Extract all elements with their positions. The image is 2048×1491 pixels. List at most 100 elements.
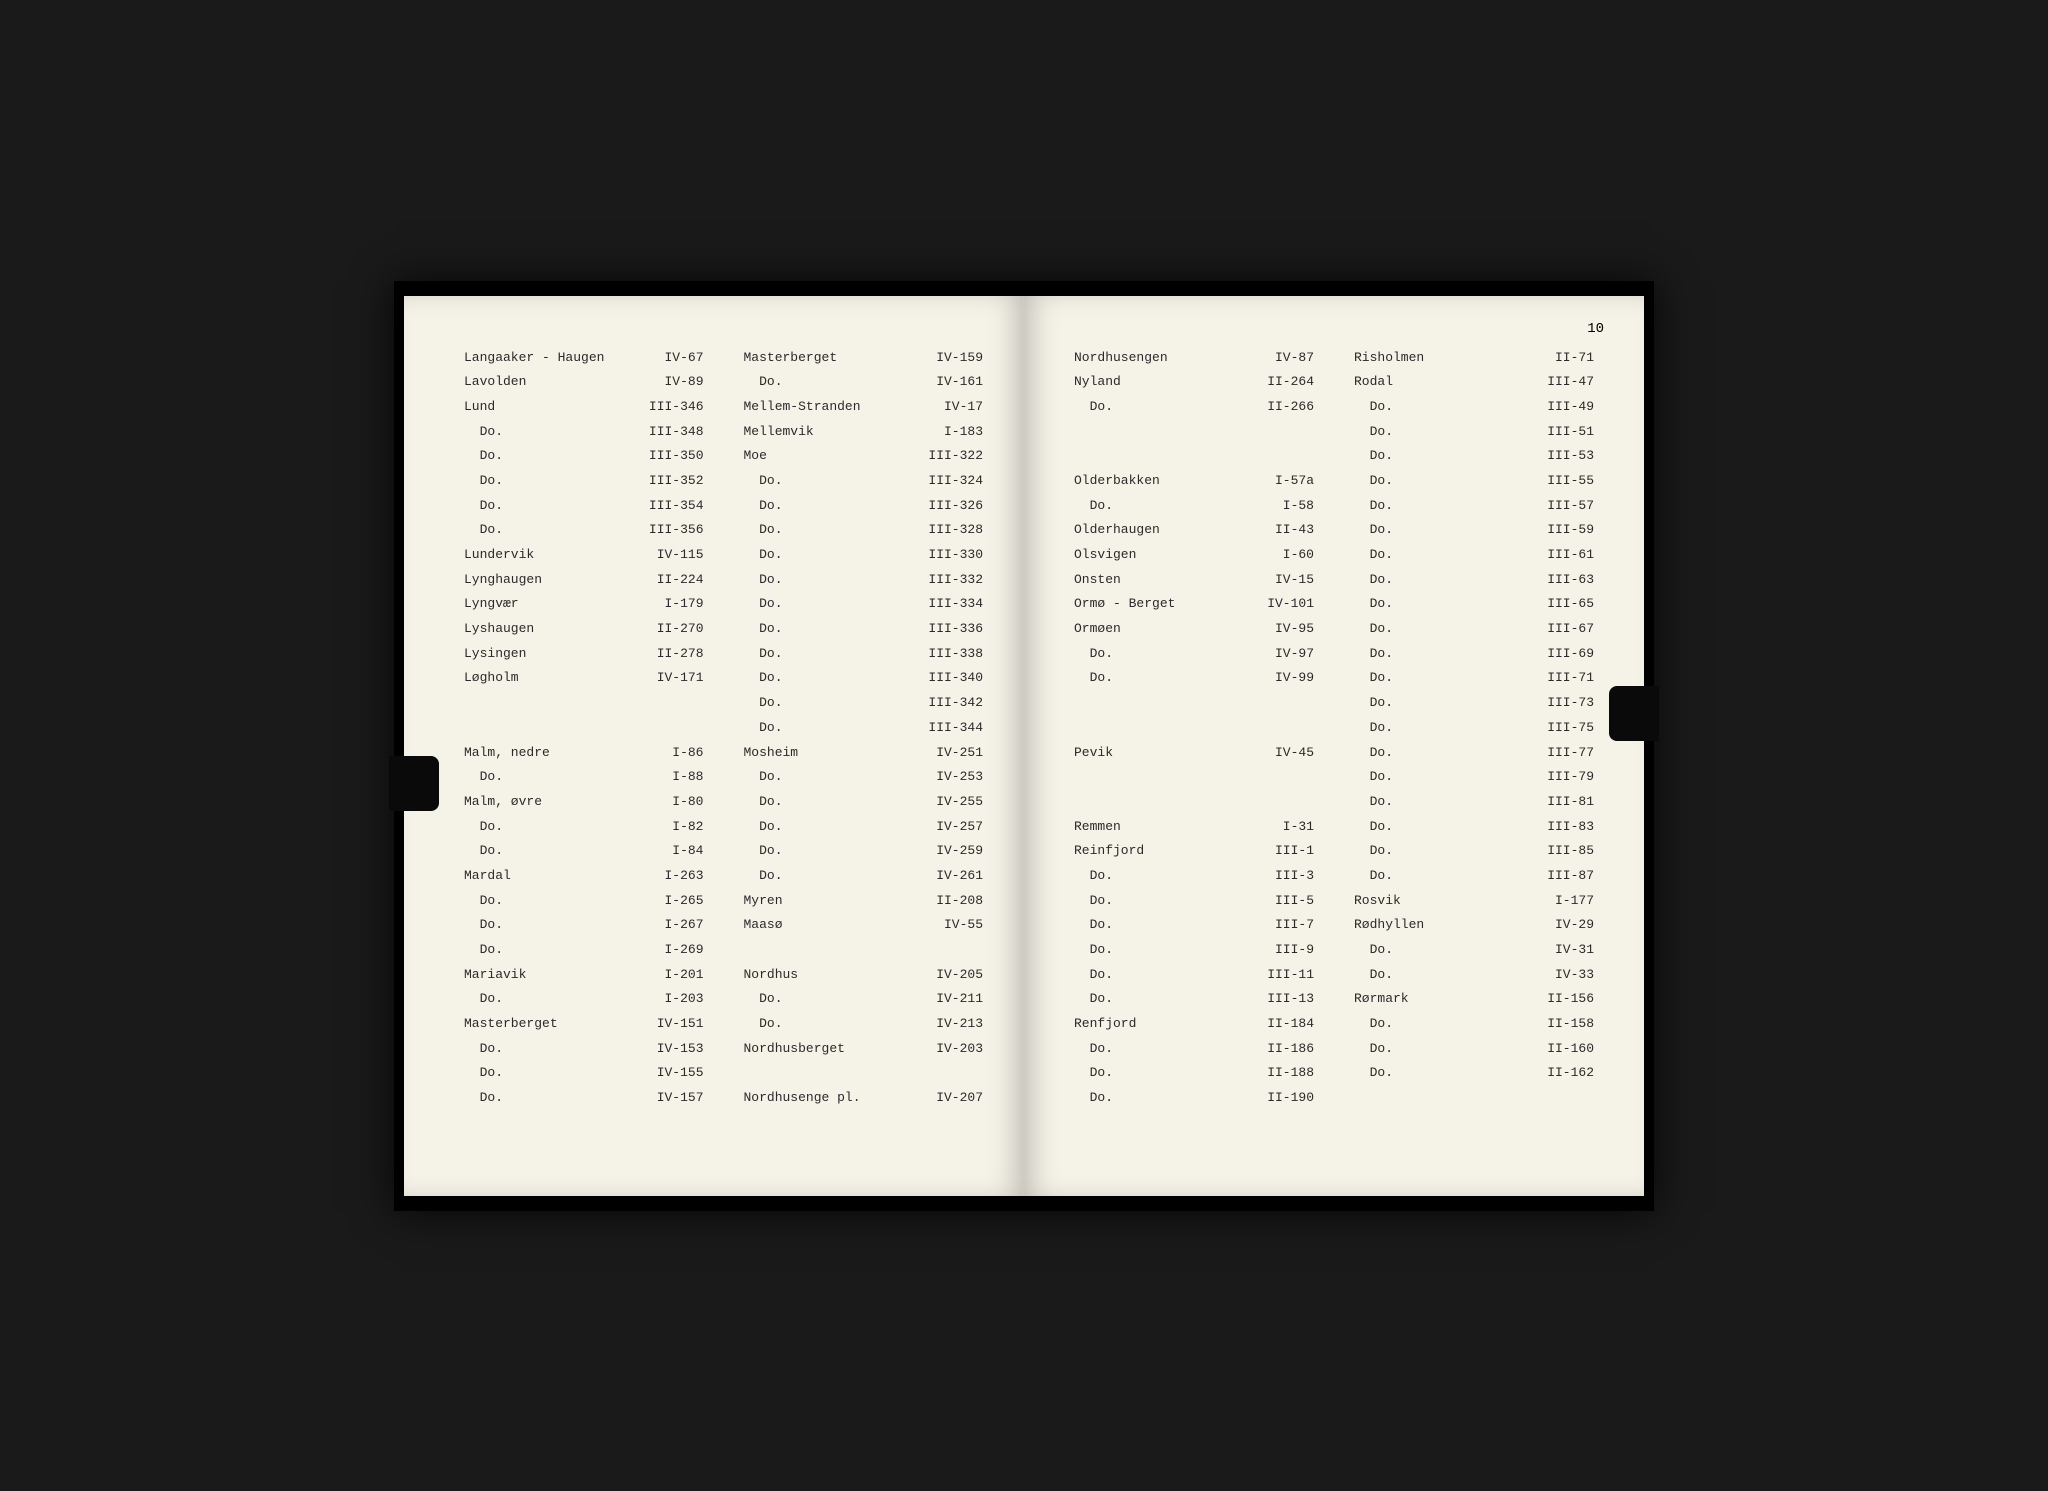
index-entry: Do.III-356 bbox=[464, 518, 704, 543]
entry-ref: IV-257 bbox=[913, 815, 983, 840]
index-entry: Do.III-53 bbox=[1354, 444, 1594, 469]
entry-ref: II-264 bbox=[1244, 370, 1314, 395]
entry-ref: III-67 bbox=[1524, 617, 1594, 642]
entry-ref: III-322 bbox=[913, 444, 983, 469]
entry-name: Do. bbox=[1354, 963, 1524, 988]
index-entry: Do.IV-255 bbox=[744, 790, 984, 815]
entry-name: Do. bbox=[464, 987, 634, 1012]
entry-ref: IV-205 bbox=[913, 963, 983, 988]
entry-name: Do. bbox=[464, 1037, 634, 1062]
entry-ref: I-58 bbox=[1244, 494, 1314, 519]
entry-ref: III-336 bbox=[913, 617, 983, 642]
entry-ref: IV-255 bbox=[913, 790, 983, 815]
page-number: 10 bbox=[1587, 321, 1604, 337]
entry-ref: II-208 bbox=[913, 889, 983, 914]
entry-name: Do. bbox=[464, 765, 634, 790]
entry-ref: I-263 bbox=[634, 864, 704, 889]
entry-name: Rosvik bbox=[1354, 889, 1524, 914]
index-entry: Do.III-330 bbox=[744, 543, 984, 568]
right-column-1: NordhusengenIV-87NylandII-264 Do.II-266 … bbox=[1074, 346, 1314, 1111]
entry-name: Do. bbox=[1354, 420, 1524, 445]
entry-name: Renfjord bbox=[1074, 1012, 1244, 1037]
index-entry: Do.IV-259 bbox=[744, 839, 984, 864]
entry-ref: II-270 bbox=[634, 617, 704, 642]
entry-ref: IV-203 bbox=[913, 1037, 983, 1062]
entry-name: Do. bbox=[744, 987, 914, 1012]
index-entry: Do.III-5 bbox=[1074, 889, 1314, 914]
index-entry: Do.III-352 bbox=[464, 469, 704, 494]
entry-ref: IV-259 bbox=[913, 839, 983, 864]
entry-name: Do. bbox=[1074, 1061, 1244, 1086]
entry-ref: IV-29 bbox=[1524, 913, 1594, 938]
index-entry bbox=[1074, 420, 1314, 445]
entry-name bbox=[1074, 716, 1244, 741]
index-entry: Malm, øvreI-80 bbox=[464, 790, 704, 815]
index-entry bbox=[1074, 765, 1314, 790]
index-entry: MasterbergetIV-159 bbox=[744, 346, 984, 371]
entry-ref: IV-45 bbox=[1244, 741, 1314, 766]
index-entry: Do.IV-261 bbox=[744, 864, 984, 889]
entry-ref: III-65 bbox=[1524, 592, 1594, 617]
entry-ref: IV-95 bbox=[1244, 617, 1314, 642]
entry-name: Do. bbox=[1354, 716, 1524, 741]
entry-name: Do. bbox=[1354, 815, 1524, 840]
entry-ref: III-83 bbox=[1524, 815, 1594, 840]
entry-name: Malm, nedre bbox=[464, 741, 634, 766]
index-entry: LavoldenIV-89 bbox=[464, 370, 704, 395]
entry-ref: III-342 bbox=[913, 691, 983, 716]
entry-name: Do. bbox=[744, 494, 914, 519]
index-entry: Do.III-350 bbox=[464, 444, 704, 469]
entry-ref: III-1 bbox=[1244, 839, 1314, 864]
index-entry: LundIII-346 bbox=[464, 395, 704, 420]
entry-ref: II-184 bbox=[1244, 1012, 1314, 1037]
entry-ref: IV-115 bbox=[634, 543, 704, 568]
entry-ref: II-71 bbox=[1524, 346, 1594, 371]
entry-name: Do. bbox=[464, 518, 634, 543]
entry-name: Do. bbox=[1354, 741, 1524, 766]
entry-name: Do. bbox=[744, 1012, 914, 1037]
index-entry: Do.IV-97 bbox=[1074, 642, 1314, 667]
index-entry: Do.III-85 bbox=[1354, 839, 1594, 864]
entry-name: Mariavik bbox=[464, 963, 634, 988]
entry-name: Masterberget bbox=[464, 1012, 634, 1037]
index-entry: Do.III-81 bbox=[1354, 790, 1594, 815]
index-entry bbox=[744, 1061, 984, 1086]
entry-ref: III-324 bbox=[913, 469, 983, 494]
entry-ref: IV-15 bbox=[1244, 568, 1314, 593]
entry-ref: II-158 bbox=[1524, 1012, 1594, 1037]
index-entry: LøgholmIV-171 bbox=[464, 666, 704, 691]
entry-ref: III-344 bbox=[913, 716, 983, 741]
index-entry: Do.II-162 bbox=[1354, 1061, 1594, 1086]
entry-name: Reinfjord bbox=[1074, 839, 1244, 864]
entry-ref: III-79 bbox=[1524, 765, 1594, 790]
left-column-2: MasterbergetIV-159 Do.IV-161Mellem-Stran… bbox=[744, 346, 984, 1111]
entry-ref: III-334 bbox=[913, 592, 983, 617]
entry-ref: III-330 bbox=[913, 543, 983, 568]
index-entry: LyshaugenII-270 bbox=[464, 617, 704, 642]
index-entry: Langaaker - HaugenIV-67 bbox=[464, 346, 704, 371]
entry-ref: I-60 bbox=[1244, 543, 1314, 568]
entry-ref: II-160 bbox=[1524, 1037, 1594, 1062]
entry-ref: III-51 bbox=[1524, 420, 1594, 445]
entry-name: Olderhaugen bbox=[1074, 518, 1244, 543]
entry-name: Nordhusberget bbox=[744, 1037, 914, 1062]
entry-name: Do. bbox=[1074, 963, 1244, 988]
index-entry: Do.III-338 bbox=[744, 642, 984, 667]
entry-ref: III-9 bbox=[1244, 938, 1314, 963]
index-entry bbox=[1074, 790, 1314, 815]
entry-ref: IV-97 bbox=[1244, 642, 1314, 667]
entry-name: Do. bbox=[1354, 938, 1524, 963]
index-entry: NordhusbergetIV-203 bbox=[744, 1037, 984, 1062]
entry-name: Mellemvik bbox=[744, 420, 914, 445]
entry-ref: II-43 bbox=[1244, 518, 1314, 543]
entry-name: Do. bbox=[1074, 494, 1244, 519]
entry-name: Ormø - Berget bbox=[1074, 592, 1244, 617]
entry-name: Nordhus bbox=[744, 963, 914, 988]
index-entry: Do.IV-257 bbox=[744, 815, 984, 840]
entry-ref: IV-171 bbox=[634, 666, 704, 691]
index-entry: Do.III-71 bbox=[1354, 666, 1594, 691]
entry-name: Do. bbox=[464, 420, 634, 445]
index-entry: Do.II-190 bbox=[1074, 1086, 1314, 1111]
entry-name: Do. bbox=[744, 864, 914, 889]
index-entry: LundervikIV-115 bbox=[464, 543, 704, 568]
